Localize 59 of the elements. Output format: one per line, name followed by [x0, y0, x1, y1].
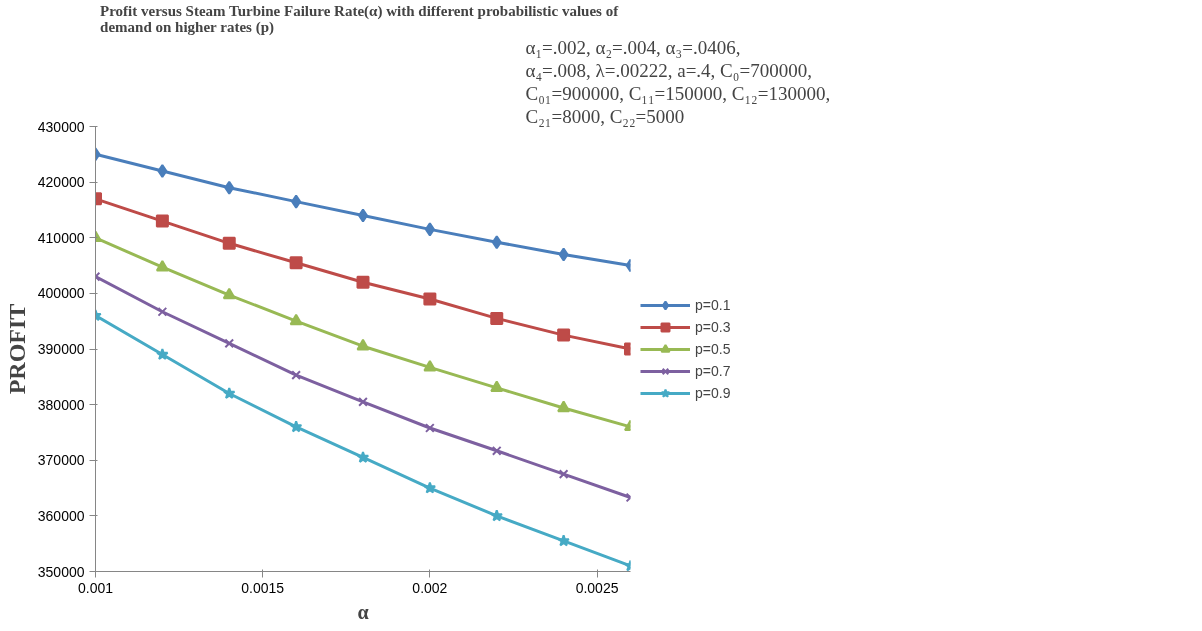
point	[157, 164, 168, 178]
x-tick-label: 0.0015	[241, 579, 285, 596]
x-axis-title: α	[357, 600, 369, 623]
x-tick-label: 0.0025	[575, 579, 619, 596]
point	[157, 306, 168, 317]
y-tick-label: 390000	[37, 341, 85, 357]
legend-label: p=0.5	[695, 340, 731, 357]
y-tick-label: 420000	[37, 174, 85, 191]
point	[291, 370, 302, 381]
text: C₂₁=8000, C₂₂=5000	[525, 105, 685, 127]
legend-label: p=0.3	[695, 318, 731, 335]
y-tick-label: 370000	[37, 452, 85, 469]
point	[289, 256, 303, 270]
point	[423, 292, 437, 306]
point	[356, 338, 370, 351]
text: α₄=.008, λ=.00222, a=.4, C₀=700000,	[525, 59, 812, 81]
point	[155, 214, 169, 228]
point	[224, 338, 235, 349]
point	[224, 180, 235, 195]
legend-label: p=0.7	[695, 362, 731, 379]
text: α₁=.002, α₂=.004, α₃=.0406,	[525, 36, 741, 58]
chart-title: Profit versus Steam Turbine Failure Rate(α) with different probabilistic values of demand on higher rates (p)	[100, 2, 620, 36]
point	[155, 259, 169, 272]
point	[289, 420, 303, 433]
point	[222, 287, 236, 300]
point	[424, 423, 435, 433]
point	[289, 313, 303, 326]
point	[423, 481, 437, 494]
point	[557, 400, 571, 413]
y-tick-label: 360000	[37, 507, 85, 524]
x-tick-label: 0.002	[412, 579, 448, 596]
point	[291, 194, 302, 209]
legend-label: p=0.9	[695, 384, 731, 401]
y-tick-label: 350000	[37, 563, 85, 580]
y-tick-label: 400000	[37, 285, 85, 302]
y-tick-label: 430000	[37, 118, 85, 135]
point	[558, 469, 569, 480]
point	[557, 328, 571, 342]
point	[222, 236, 236, 250]
point	[490, 380, 504, 393]
point	[490, 311, 504, 325]
y-tick-label: 380000	[37, 396, 85, 413]
point	[491, 235, 502, 250]
y-tick-label: 410000	[37, 229, 85, 246]
point	[223, 387, 236, 399]
x-tick-label: 0.001	[77, 579, 114, 596]
point	[491, 445, 502, 456]
point	[356, 450, 370, 463]
point	[358, 396, 368, 407]
point	[356, 275, 370, 289]
point	[423, 360, 437, 372]
point	[557, 534, 570, 547]
legend-label: p=0.1	[695, 296, 731, 313]
point	[424, 222, 435, 237]
point	[490, 509, 503, 522]
point	[558, 247, 569, 262]
text: C₀₁=900000, C₁₁=150000, C₁₂=130000,	[525, 82, 831, 104]
y-axis-title: PROFIT	[3, 303, 30, 395]
point	[156, 348, 169, 361]
